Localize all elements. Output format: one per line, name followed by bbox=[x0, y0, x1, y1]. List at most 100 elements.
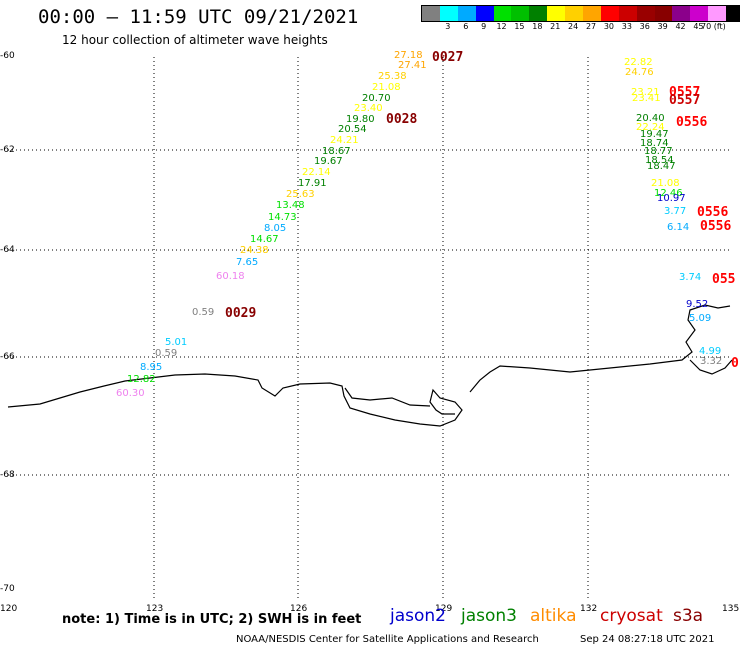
wave-height-value: 21.08 bbox=[372, 82, 401, 93]
lat-tick-62: -62 bbox=[0, 145, 15, 155]
wave-height-value: 18.77 bbox=[644, 146, 673, 157]
wave-height-value: 25.38 bbox=[378, 71, 407, 82]
generated-timestamp: Sep 24 08:27:18 UTC 2021 bbox=[580, 634, 715, 645]
legend-swatch bbox=[439, 6, 458, 21]
wave-height-value: 6.14 bbox=[667, 222, 690, 233]
wave-height-value: 8.05 bbox=[264, 223, 287, 234]
legend-swatch bbox=[726, 6, 740, 21]
lon-tick-123: 123 bbox=[146, 604, 164, 614]
satellite-jason2: jason2 bbox=[390, 606, 446, 626]
lon-tick-126: 126 bbox=[290, 604, 308, 614]
legend-swatch bbox=[511, 6, 530, 21]
wave-height-value: 3.32 bbox=[700, 356, 723, 367]
wave-height-value: 8.95 bbox=[140, 362, 163, 373]
wave-height-value: 27.18 bbox=[394, 50, 423, 61]
legend-swatch bbox=[422, 6, 440, 21]
wave-height-value: 20.54 bbox=[338, 124, 367, 135]
legend-swatch bbox=[708, 6, 727, 21]
lon-tick-120: 120 bbox=[0, 604, 18, 614]
wave-height-value: 9.52 bbox=[686, 299, 709, 310]
legend-label: 27 bbox=[585, 22, 597, 31]
wave-height-value: 18.47 bbox=[647, 161, 676, 172]
wave-height-value: 19.47 bbox=[640, 129, 669, 140]
wave-height-value: 21.08 bbox=[651, 178, 680, 189]
legend-swatch bbox=[565, 6, 584, 21]
legend-swatch bbox=[618, 6, 637, 21]
wave-height-value: 22.24 bbox=[636, 122, 665, 133]
lat-tick-66: -66 bbox=[0, 352, 15, 362]
wave-height-value: 18.67 bbox=[322, 146, 351, 157]
legend-label: 3 bbox=[445, 22, 451, 31]
legend-swatch bbox=[672, 6, 691, 21]
antarctic-coastline bbox=[7, 304, 733, 427]
wave-height-value: 23.40 bbox=[354, 103, 383, 114]
legend-swatch bbox=[475, 6, 494, 21]
wave-height-value: 0.59 bbox=[192, 307, 215, 318]
wave-height-value: 3.77 bbox=[664, 206, 687, 217]
pass-number-label: 0 bbox=[731, 356, 739, 371]
legend-label: 12 bbox=[496, 22, 507, 31]
wave-height-value: 20.70 bbox=[362, 93, 391, 104]
legend-swatch bbox=[654, 6, 673, 21]
wave-height-value: 19.67 bbox=[314, 156, 343, 167]
chart-title: 00:00 – 11:59 UTC 09/21/2021 bbox=[38, 6, 359, 28]
legend-label: 39 bbox=[657, 22, 668, 31]
legend-swatch bbox=[636, 6, 655, 21]
credit-line: NOAA/NESDIS Center for Satellite Applica… bbox=[236, 634, 539, 645]
legend-label: 18 bbox=[532, 22, 543, 31]
color-legend bbox=[421, 5, 740, 22]
pass-number-label: 0027 bbox=[432, 50, 464, 65]
wave-height-value: 24.76 bbox=[625, 67, 654, 78]
lon-tick-129: 129 bbox=[435, 604, 453, 614]
wave-height-value: 17.91 bbox=[298, 178, 327, 189]
lon-tick-132: 132 bbox=[580, 604, 598, 614]
legend-label: 70 (ft) bbox=[701, 22, 726, 31]
wave-height-value: 22.82 bbox=[624, 57, 653, 68]
legend-swatch bbox=[600, 6, 619, 21]
wave-height-value: 25.63 bbox=[286, 189, 315, 200]
footnote: note: 1) Time is in UTC; 2) SWH is in fe… bbox=[62, 612, 362, 627]
legend-swatch bbox=[457, 6, 476, 21]
legend-label: 45 bbox=[693, 22, 704, 31]
lat-tick-68: -68 bbox=[0, 470, 15, 480]
wave-height-value: 3.74 bbox=[679, 272, 702, 283]
lat-tick-64: -64 bbox=[0, 245, 15, 255]
pass-number-label: 0557 bbox=[669, 85, 701, 100]
legend-swatch bbox=[493, 6, 512, 21]
wave-height-value: 5.01 bbox=[165, 337, 188, 348]
satellite-cryosat: cryosat bbox=[600, 606, 663, 626]
legend-swatch bbox=[529, 6, 548, 21]
pass-number-label: 0557 bbox=[669, 93, 701, 108]
pass-number-label: 0029 bbox=[225, 306, 257, 321]
lat-tick-70: -70 bbox=[0, 584, 15, 594]
pass-number-label: 0028 bbox=[386, 112, 418, 127]
wave-height-value: 12.82 bbox=[127, 374, 156, 385]
wave-height-value: 27.41 bbox=[398, 60, 427, 71]
satellite-altika: altika bbox=[530, 606, 577, 626]
wave-height-value: 13.48 bbox=[276, 200, 305, 211]
wave-height-value: 14.73 bbox=[268, 212, 297, 223]
wave-height-value: 14.67 bbox=[250, 234, 279, 245]
legend-swatch bbox=[583, 6, 601, 21]
legend-label: 21 bbox=[550, 22, 561, 31]
legend-label: 30 bbox=[603, 22, 615, 31]
lat-tick-60: -60 bbox=[0, 51, 15, 61]
wave-height-value: 4.99 bbox=[699, 346, 722, 357]
legend-label: 42 bbox=[675, 22, 686, 31]
legend-swatch bbox=[547, 6, 566, 21]
wave-height-value: 7.65 bbox=[236, 257, 259, 268]
wave-height-value: 23.41 bbox=[632, 93, 661, 104]
satellite-s3a: s3a bbox=[673, 606, 704, 626]
legend-label: 9 bbox=[481, 22, 487, 31]
legend-label: 33 bbox=[621, 22, 632, 31]
wave-height-value: 23.21 bbox=[631, 87, 660, 98]
pass-number-label: 0556 bbox=[676, 115, 708, 130]
wave-height-value: 20.40 bbox=[636, 113, 665, 124]
wave-height-value: 12.46 bbox=[654, 188, 683, 199]
wave-height-value: 22.14 bbox=[302, 167, 331, 178]
wave-height-value: 60.30 bbox=[116, 388, 145, 399]
pass-number-label: 0556 bbox=[700, 219, 732, 234]
lon-tick-135: 135 bbox=[722, 604, 740, 614]
